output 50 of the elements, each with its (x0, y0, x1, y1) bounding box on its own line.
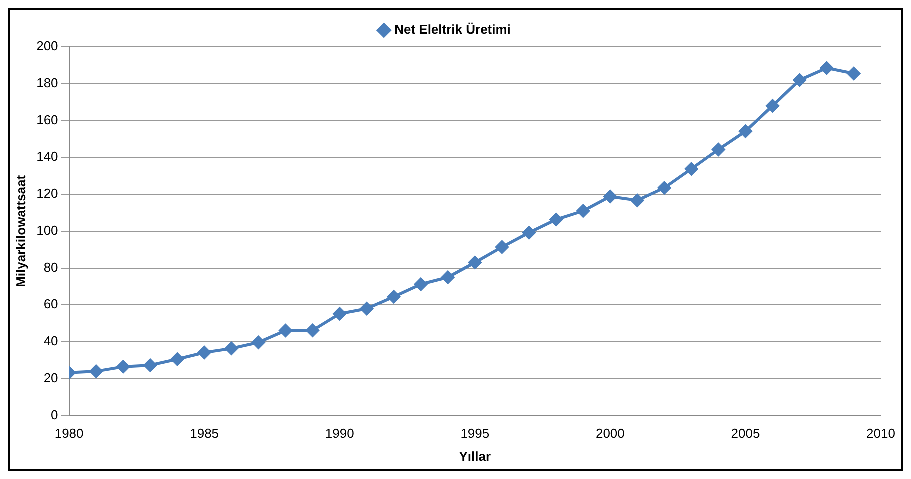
y-tick-label: 140 (36, 149, 58, 164)
y-tick-label: 100 (36, 222, 58, 238)
point (225, 342, 238, 356)
x-axis-title: Yıllar (459, 448, 492, 464)
x-tick-label: 2010 (866, 426, 896, 442)
y-tick-label: 60 (44, 296, 58, 312)
y-tick-label: 20 (44, 370, 58, 386)
point (116, 360, 130, 374)
point (820, 62, 834, 75)
point (847, 67, 860, 80)
point (550, 213, 563, 226)
point (685, 162, 698, 176)
x-tick-label: 1990 (325, 426, 354, 442)
y-tick-label: 180 (36, 75, 58, 90)
legend-label: Net Eleltrik Üretimi (394, 22, 511, 38)
point (712, 143, 726, 156)
x-tick-label: 2000 (596, 426, 625, 442)
x-tick-label: 2005 (731, 426, 760, 442)
point (496, 240, 509, 254)
point (576, 204, 590, 218)
y-tick-label: 120 (36, 186, 58, 202)
x-tick-label: 1980 (54, 426, 84, 442)
y-tick-label: 0 (51, 407, 58, 422)
point (442, 271, 455, 284)
point (333, 308, 346, 321)
point (468, 256, 482, 270)
point (198, 346, 212, 360)
x-tick-label: 1995 (460, 426, 490, 442)
x-tick-label: 1985 (190, 426, 220, 442)
point (658, 182, 672, 195)
point (360, 302, 374, 316)
point (522, 226, 536, 240)
point (630, 194, 644, 208)
point (144, 358, 157, 372)
y-tick-label: 40 (44, 334, 58, 349)
point (306, 324, 320, 338)
y-tick-label: 200 (36, 38, 58, 54)
point (604, 190, 617, 204)
point (252, 336, 266, 350)
y-axis-title: Milyarkilowattsaat (13, 174, 28, 288)
point (766, 100, 780, 113)
point (793, 74, 806, 87)
y-tick-label: 80 (44, 260, 58, 275)
y-tick-label: 160 (36, 112, 58, 128)
point (739, 124, 752, 138)
point (414, 278, 428, 292)
point (279, 324, 292, 338)
point (387, 290, 400, 304)
point (171, 352, 184, 366)
point (90, 365, 103, 378)
